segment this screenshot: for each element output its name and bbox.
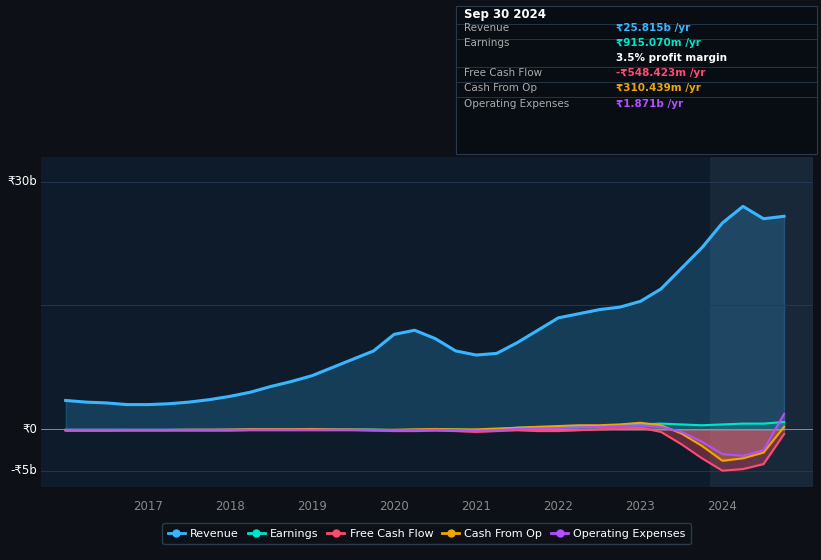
Text: Free Cash Flow: Free Cash Flow bbox=[464, 68, 542, 78]
Text: Cash From Op: Cash From Op bbox=[464, 83, 537, 94]
Text: ₹915.070m /yr: ₹915.070m /yr bbox=[616, 38, 700, 48]
Text: Earnings: Earnings bbox=[464, 38, 509, 48]
Bar bbox=[710, 157, 813, 487]
Text: 2023: 2023 bbox=[626, 501, 655, 514]
Text: 2020: 2020 bbox=[379, 501, 409, 514]
Text: Operating Expenses: Operating Expenses bbox=[464, 99, 569, 109]
Text: Revenue: Revenue bbox=[464, 23, 509, 33]
Text: 2024: 2024 bbox=[708, 501, 737, 514]
Text: 2022: 2022 bbox=[544, 501, 573, 514]
Text: ₹25.815b /yr: ₹25.815b /yr bbox=[616, 23, 690, 33]
Text: -₹548.423m /yr: -₹548.423m /yr bbox=[616, 68, 705, 78]
Text: ₹30b: ₹30b bbox=[7, 175, 37, 188]
Legend: Revenue, Earnings, Free Cash Flow, Cash From Op, Operating Expenses: Revenue, Earnings, Free Cash Flow, Cash … bbox=[163, 523, 691, 544]
Text: ₹0: ₹0 bbox=[22, 423, 37, 436]
Text: 2021: 2021 bbox=[461, 501, 491, 514]
Text: 2017: 2017 bbox=[133, 501, 163, 514]
Text: ₹1.871b /yr: ₹1.871b /yr bbox=[616, 99, 683, 109]
Text: -₹5b: -₹5b bbox=[11, 464, 37, 477]
Text: Sep 30 2024: Sep 30 2024 bbox=[464, 8, 546, 21]
Text: 3.5% profit margin: 3.5% profit margin bbox=[616, 53, 727, 63]
Text: ₹310.439m /yr: ₹310.439m /yr bbox=[616, 83, 700, 94]
Text: 2019: 2019 bbox=[297, 501, 327, 514]
Text: 2018: 2018 bbox=[215, 501, 245, 514]
